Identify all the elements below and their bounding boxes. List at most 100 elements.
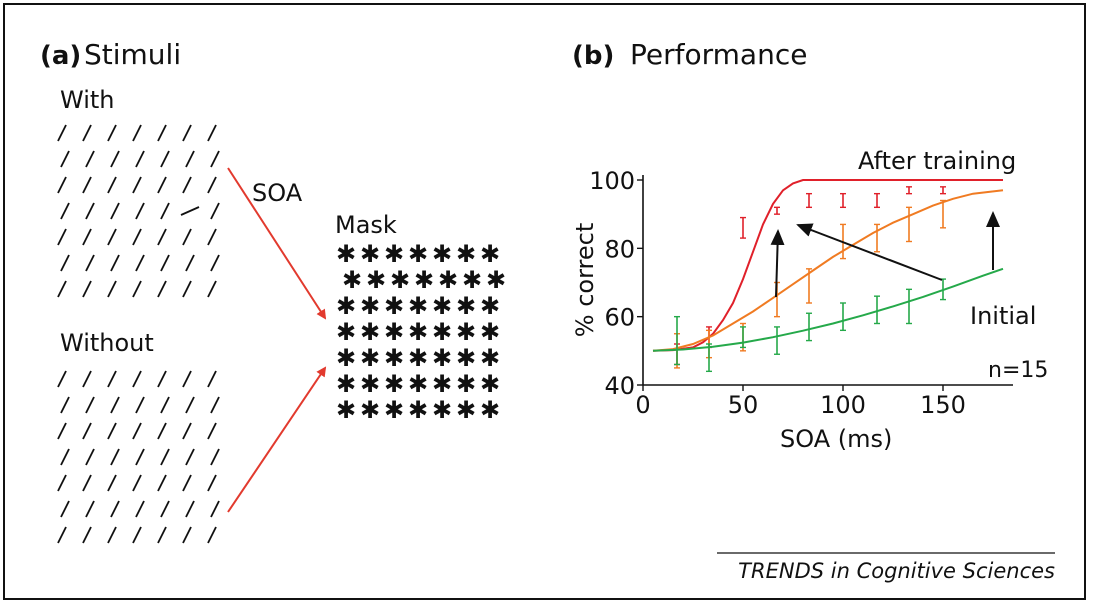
with-line-element	[157, 176, 167, 194]
diagonal-arrow	[796, 223, 943, 281]
with-line-element	[85, 254, 95, 272]
without-line-element	[182, 422, 192, 440]
x-axis-title: SOA (ms)	[780, 425, 892, 453]
initial-label: Initial	[970, 302, 1036, 330]
without-line-element	[82, 422, 92, 440]
with-line-element	[210, 254, 220, 272]
without-line-element	[210, 396, 220, 414]
mask-asterisk: ✱	[384, 370, 404, 398]
mask-asterisk: ✱	[342, 266, 362, 294]
series-2-errorbar	[840, 302, 846, 332]
without-line-element	[157, 474, 167, 492]
panel-a-letter: (a)	[40, 41, 81, 71]
without-line-element	[157, 526, 167, 544]
without-line-element	[60, 448, 70, 466]
y-axis-title: % correct	[571, 223, 599, 337]
without-line-element	[207, 474, 217, 492]
mask-asterisk: ✱	[438, 266, 458, 294]
without-line-element	[110, 500, 120, 518]
without-line-element	[60, 500, 70, 518]
with-line-element	[182, 124, 192, 142]
with-line-element	[107, 176, 117, 194]
mask-grid: ✱ ✱ ✱ ✱ ✱ ✱ ✱✱ ✱ ✱ ✱ ✱ ✱ ✱✱ ✱ ✱ ✱ ✱ ✱ ✱✱ ✱ ✱ ✱ ✱ ✱ ✱✱ ✱ ✱ ✱ ✱ ✱ ✱✱ ✱ ✱ ✱ ✱…	[336, 240, 506, 424]
without-line-element	[135, 500, 145, 518]
without-line-element	[160, 396, 170, 414]
panel-b-title: Performance	[630, 38, 807, 71]
without-line-element	[57, 474, 67, 492]
mask-asterisk: ✱	[384, 344, 404, 372]
with-line-element	[182, 176, 192, 194]
with-line-element	[157, 124, 167, 142]
without-line-element	[132, 526, 142, 544]
series-1-errorbar	[940, 199, 946, 229]
series-0-errorbar	[774, 206, 780, 215]
with-line-element	[57, 280, 67, 298]
without-label: Without	[60, 329, 154, 357]
series-2-errorbar	[740, 326, 746, 349]
mask-asterisk: ✱	[336, 318, 356, 346]
with-line-element	[82, 124, 92, 142]
with-line-element	[82, 176, 92, 194]
with-line-element	[60, 202, 70, 220]
with-line-element	[160, 150, 170, 168]
y-tick-label: 100	[589, 167, 635, 195]
mask-asterisk: ✱	[408, 240, 428, 268]
mask-asterisk: ✱	[432, 396, 452, 424]
x-tick-label: 100	[820, 391, 866, 419]
without-line-element	[107, 422, 117, 440]
without-line-element	[210, 500, 220, 518]
mask-asterisk: ✱	[480, 370, 500, 398]
mask-asterisk: ✱	[456, 370, 476, 398]
with-line-element	[135, 150, 145, 168]
series-2-errorbar	[674, 315, 680, 366]
without-line-element	[110, 396, 120, 414]
series-2-errorbar	[906, 288, 912, 325]
with-line-element	[182, 280, 192, 298]
y-tick-label: 40	[604, 372, 635, 400]
with-arrow	[227, 167, 327, 320]
mask-asterisk: ✱	[384, 240, 404, 268]
without-line-element	[57, 370, 67, 388]
mask-asterisk: ✱	[480, 344, 500, 372]
without-line-element	[60, 396, 70, 414]
without-line-element	[182, 474, 192, 492]
panel-a-title: Stimuli	[84, 38, 181, 71]
without-line-element	[82, 370, 92, 388]
with-line-element	[210, 202, 220, 220]
series-0-errorbar	[874, 192, 880, 209]
with-line-element	[160, 254, 170, 272]
mask-asterisk: ✱	[456, 318, 476, 346]
x-tick-label: 50	[728, 391, 759, 419]
without-line-element	[107, 370, 117, 388]
without-line-element	[107, 526, 117, 544]
with-line-element	[132, 228, 142, 246]
with-line-element	[82, 228, 92, 246]
series-2-errorbar	[774, 326, 780, 355]
with-line-element	[85, 150, 95, 168]
without-line-element	[107, 474, 117, 492]
with-line-element	[132, 280, 142, 298]
with-line-element	[132, 124, 142, 142]
with-line-element	[110, 150, 120, 168]
series-0-curve	[652, 179, 1003, 352]
n-label: n=15	[988, 358, 1048, 383]
without-line-element	[185, 448, 195, 466]
panel-b-letter: (b)	[572, 41, 614, 71]
with-line-element	[185, 150, 195, 168]
y-tick-label: 60	[604, 304, 635, 332]
series-layer	[652, 179, 1004, 373]
series-2-errorbar	[806, 312, 812, 342]
with-line-element	[135, 202, 145, 220]
series-2-curve	[652, 267, 1004, 352]
without-line-element	[82, 526, 92, 544]
with-line-element	[182, 228, 192, 246]
mask-asterisk: ✱	[384, 396, 404, 424]
with-line-element	[107, 280, 117, 298]
without-line-element	[85, 448, 95, 466]
mask-asterisk: ✱	[360, 370, 380, 398]
with-line-element	[157, 280, 167, 298]
without-line-element	[207, 370, 217, 388]
mask-asterisk: ✱	[408, 370, 428, 398]
mask-asterisk: ✱	[336, 370, 356, 398]
